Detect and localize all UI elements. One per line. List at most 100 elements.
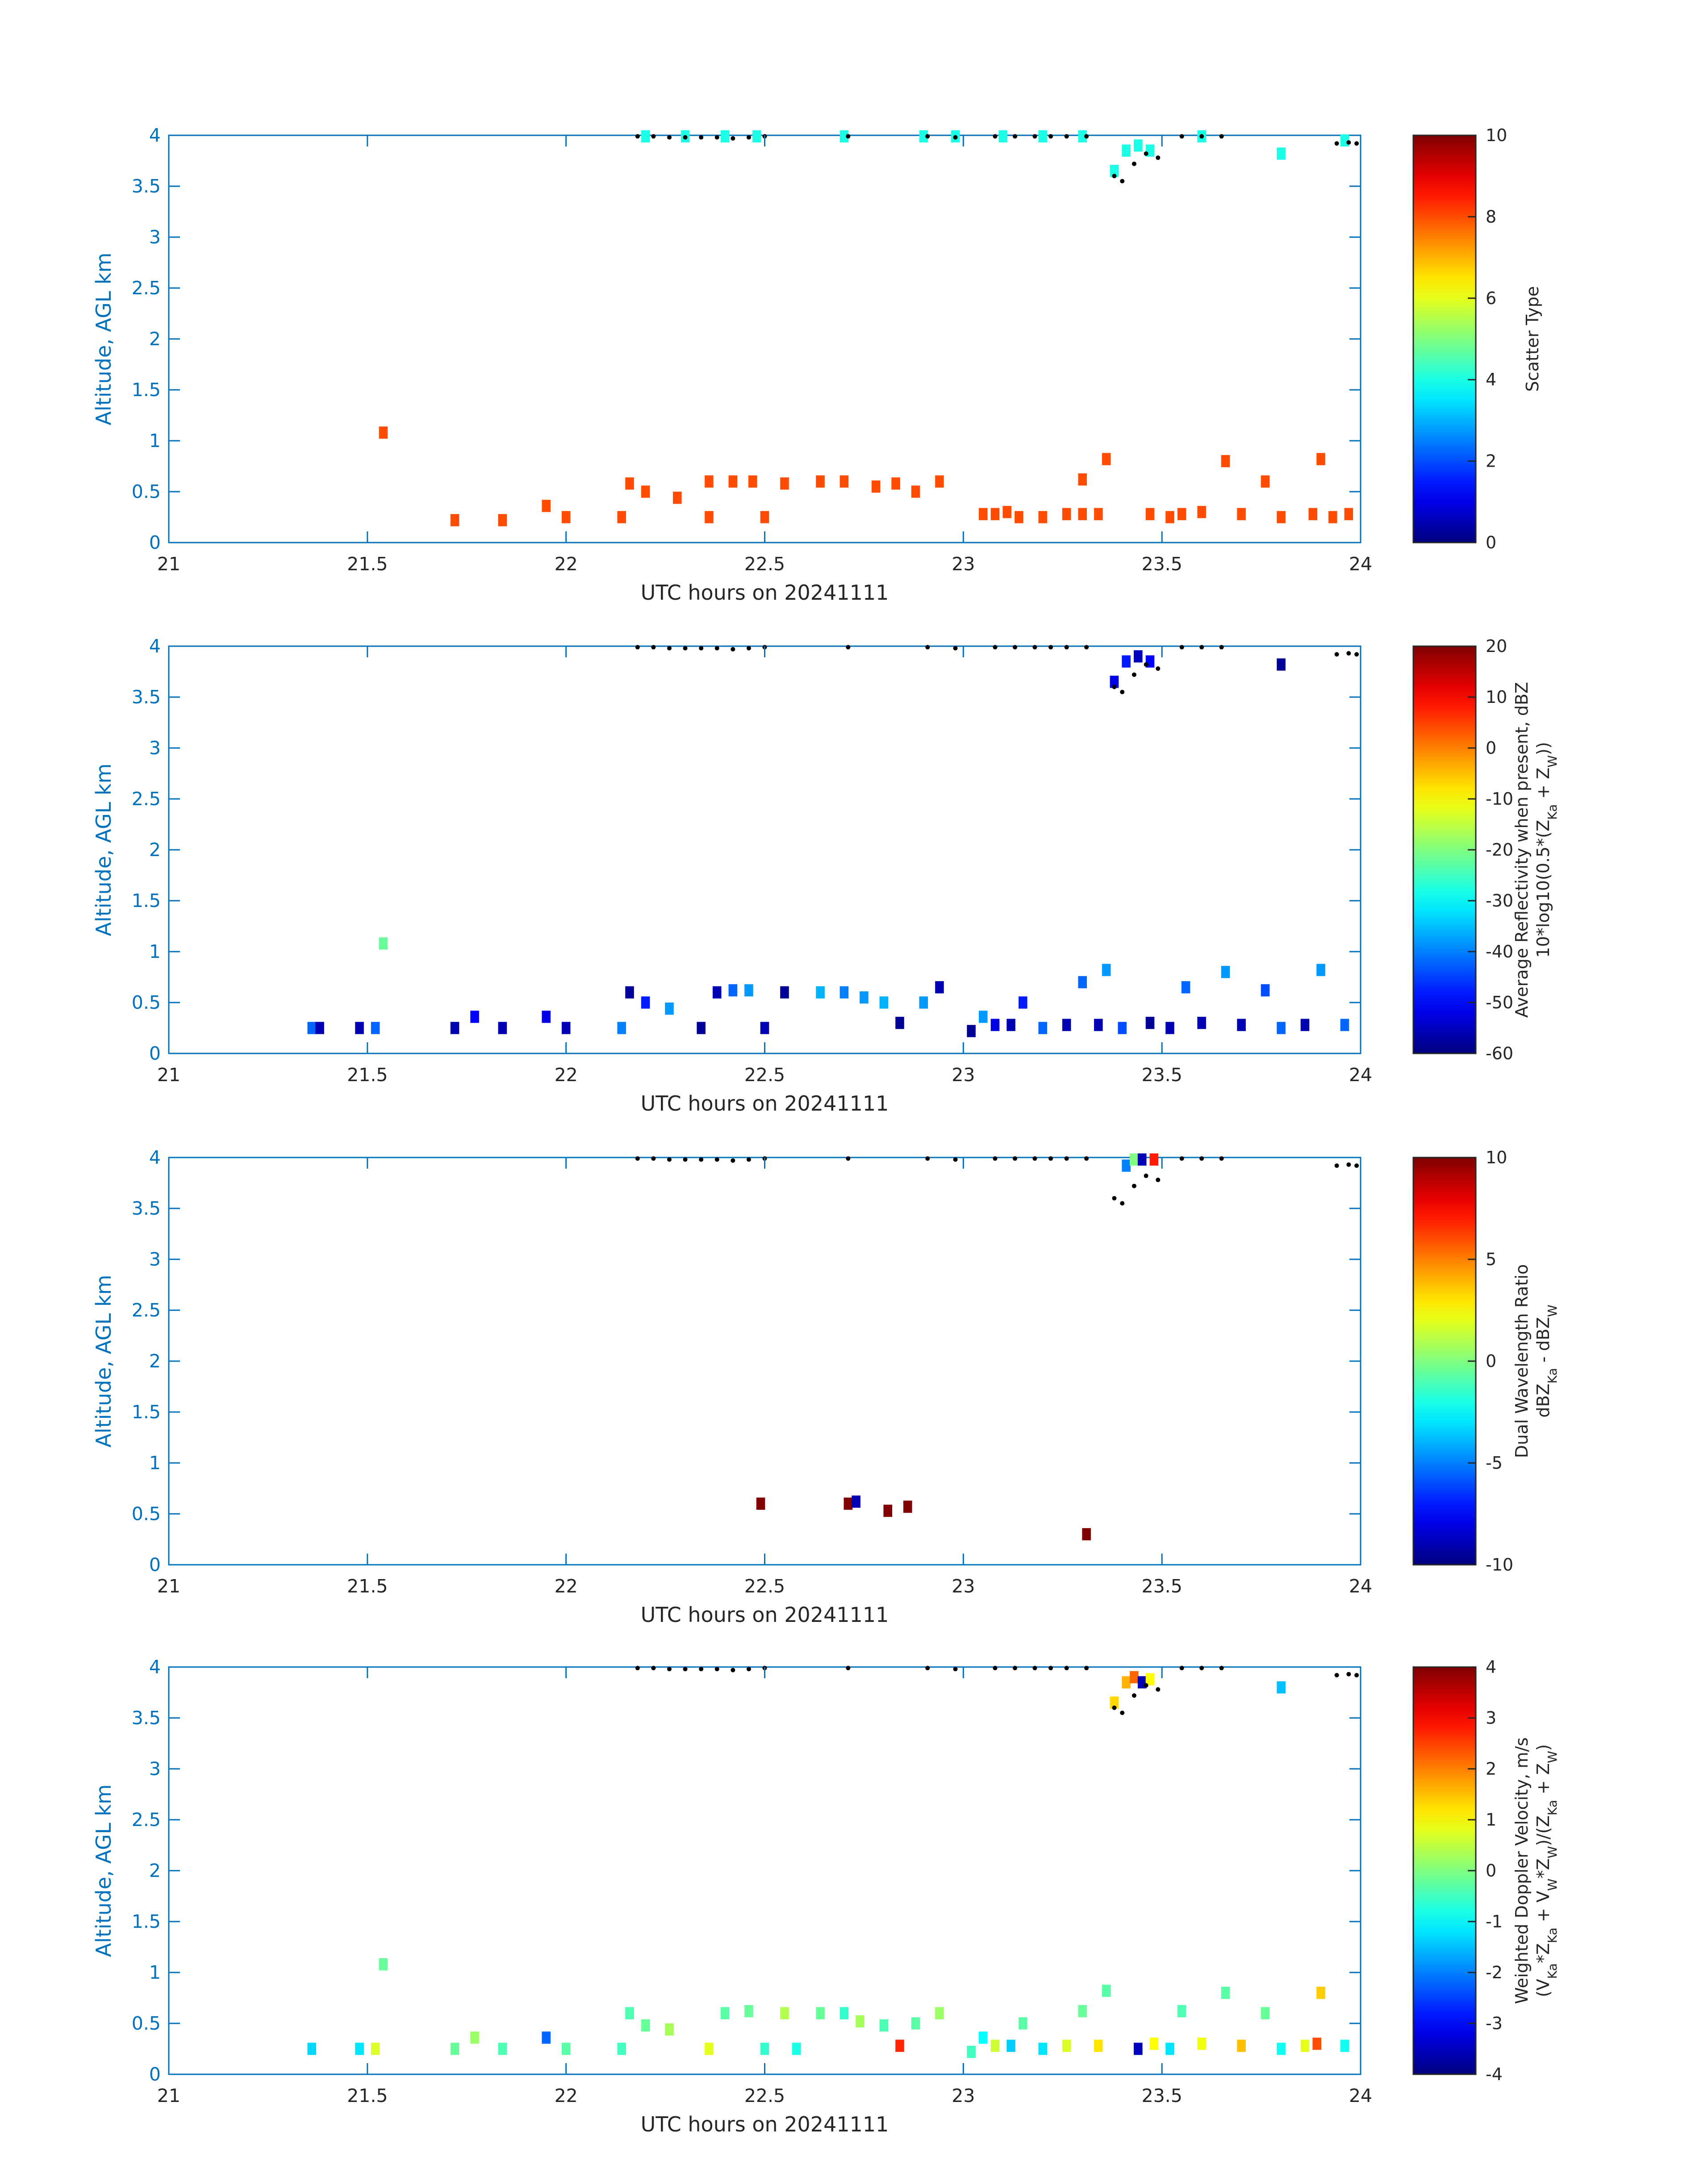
data-cell	[1038, 2043, 1048, 2055]
cloud-top-marker	[1120, 1201, 1125, 1206]
data-cell	[1130, 1671, 1139, 1684]
cloud-top-marker	[925, 134, 930, 139]
data-cell	[641, 2019, 650, 2032]
colorbar-tick-label: 10	[1486, 125, 1507, 145]
cloud-top-marker	[1112, 1196, 1117, 1201]
x-tick-label: 23.5	[1142, 1064, 1182, 1086]
data-cell	[1316, 453, 1325, 465]
data-cell	[1122, 1676, 1131, 1688]
cloud-top-marker	[1144, 1683, 1148, 1688]
cloud-top-marker	[1334, 141, 1339, 146]
cloud-top-marker	[1219, 1156, 1224, 1161]
cloud-top-marker	[683, 1667, 688, 1671]
x-tick-label: 21	[157, 1575, 180, 1597]
y-tick-label: 2	[149, 839, 161, 861]
cloud-top-marker	[1179, 645, 1184, 650]
colorbar-label: Dual Wavelength Ratio	[1512, 1264, 1532, 1458]
cloud-top-marker	[1064, 134, 1069, 139]
data-cell	[1018, 2017, 1027, 2030]
cloud-top-marker	[667, 646, 672, 651]
cloud-top-marker	[746, 646, 751, 651]
data-cell	[871, 480, 881, 493]
data-cell	[1221, 965, 1230, 978]
cloud-top-marker	[1032, 134, 1037, 139]
plot-area	[168, 1666, 1361, 2075]
cloud-top-marker	[714, 646, 719, 651]
data-cell	[470, 1011, 479, 1023]
data-cell	[1316, 964, 1325, 976]
data-cell	[895, 2039, 904, 2052]
cloud-top-marker	[953, 135, 958, 140]
data-cell	[1149, 2037, 1159, 2050]
data-cell	[1340, 1019, 1349, 1031]
data-cell	[895, 1016, 904, 1029]
y-tick-label: 3.5	[132, 175, 161, 197]
data-cell	[450, 2043, 459, 2055]
cloud-top-markers	[635, 134, 1359, 184]
data-cell	[470, 2031, 479, 2044]
cloud-top-marker	[1112, 174, 1117, 179]
cloud-top-marker	[925, 645, 930, 650]
colorbar-tick-label: 0	[1486, 1351, 1496, 1371]
cloud-top-marker	[1048, 134, 1053, 139]
data-cell	[780, 986, 789, 999]
y-tick-label: 0.5	[132, 2013, 161, 2034]
data-cell	[1078, 976, 1087, 989]
data-cell	[1181, 981, 1190, 994]
plot-area	[168, 645, 1361, 1054]
x-tick-label: 21.5	[347, 2085, 388, 2106]
colorbar: -4 -3 -2 -1 0 1 2 3 4 Weighted Doppler Velocity, …	[1412, 1657, 1560, 2084]
x-tick-label: 24	[1349, 1575, 1372, 1597]
y-tick-label: 0.5	[132, 1503, 161, 1525]
data-cell	[1038, 1022, 1048, 1034]
data-cell	[1062, 1019, 1071, 1031]
y-tick-label: 1	[149, 1962, 161, 1983]
data-cell	[1165, 511, 1174, 523]
data-cell	[1261, 984, 1270, 997]
x-tick-label: 23	[952, 2085, 975, 2106]
cloud-top-marker	[1179, 1666, 1184, 1671]
data-cell	[355, 2043, 364, 2055]
data-cell	[839, 2007, 849, 2019]
cloud-top-marker	[846, 1666, 851, 1671]
colorbar-tick-label: -10	[1486, 789, 1513, 809]
y-tick-label: 1	[149, 941, 161, 962]
data-cell	[1165, 1022, 1174, 1034]
cloud-top-marker	[1156, 666, 1161, 671]
colorbar-tick-label: 5	[1486, 1249, 1496, 1269]
cloud-top-marker	[1064, 645, 1069, 650]
data-cell	[728, 475, 738, 488]
cloud-top-marker	[635, 1666, 640, 1671]
data-cell	[903, 1500, 912, 1513]
x-axis-label: UTC hours on 20241111	[641, 1091, 889, 1116]
cloud-top-marker	[635, 1156, 640, 1161]
cloud-top-marker	[667, 135, 672, 140]
x-tick-label: 22	[555, 1575, 578, 1597]
data-cell	[844, 1497, 853, 1510]
cloud-top-marker	[1120, 179, 1125, 184]
colorbar-tick-label: 2	[1486, 451, 1496, 471]
colorbar-tick-label: 0	[1486, 738, 1496, 758]
colorbar-tick-label: 3	[1486, 1708, 1496, 1728]
data-cell	[1277, 2043, 1286, 2055]
cloud-top-marker	[651, 134, 656, 139]
data-cell	[935, 981, 944, 994]
data-cell	[697, 1022, 706, 1034]
colorbar-tick-label: -20	[1486, 840, 1513, 860]
x-tick-label: 23	[952, 1575, 975, 1597]
cloud-top-marker	[993, 1156, 998, 1161]
x-tick-label: 23.5	[1142, 553, 1182, 575]
colorbar-tick-label: -1	[1486, 1912, 1503, 1931]
cloud-top-marker	[731, 1667, 735, 1672]
cloud-top-marker	[1084, 645, 1089, 650]
cloud-top-marker	[651, 1666, 656, 1671]
cloud-top-marker	[1112, 1705, 1117, 1710]
y-tick-label: 2	[149, 1860, 161, 1881]
cloud-top-marker	[1156, 1178, 1161, 1183]
data-cell	[780, 2007, 789, 2019]
data-cell	[1277, 1681, 1286, 1694]
y-tick-label: 2	[149, 1350, 161, 1372]
colorbar-tick-label: 2	[1486, 1759, 1496, 1779]
